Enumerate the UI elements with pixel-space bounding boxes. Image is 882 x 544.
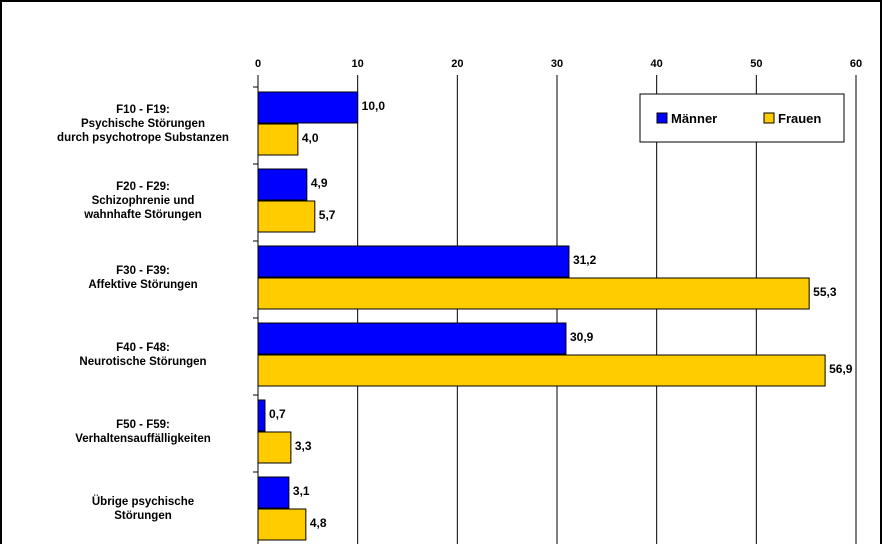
legend-label-frauen: Frauen: [778, 111, 821, 126]
value-label-ubrige-frauen: 4,8: [310, 516, 327, 530]
legend-swatch-maenner: [656, 112, 668, 124]
value-label-f50-maenner: 0,7: [269, 407, 286, 421]
value-label-f40-frauen: 56,9: [829, 362, 853, 376]
bar-f40-maenner: [257, 322, 567, 355]
tick-label-0: 0: [255, 58, 261, 70]
category-label-f50: F50 - F59: Verhaltensauffälligkeiten: [75, 419, 211, 445]
bar-f20-maenner: [257, 168, 308, 201]
value-label-f10-maenner: 10,0: [362, 99, 386, 113]
bar-f30-maenner: [257, 245, 570, 278]
x-axis-ticks: 0 10 20 30 40 50 60: [255, 58, 862, 80]
bar-f40-frauen: [257, 354, 826, 387]
value-labels: 10,0 4,0 4,9 5,7 31,2 55,3 30,9 56,9 0,7 3,3 3,1 4,…: [269, 99, 853, 530]
value-label-f30-frauen: 55,3: [813, 285, 837, 299]
tick-label-20: 20: [451, 58, 463, 70]
bar-ubrige-maenner: [257, 476, 290, 509]
tick-label-10: 10: [352, 58, 364, 70]
value-label-f20-maenner: 4,9: [311, 176, 328, 190]
bar-ubrige-frauen: [257, 508, 307, 541]
category-label-f40: F40 - F48: Neurotische Störungen: [79, 342, 206, 368]
legend-label-maenner: Männer: [671, 111, 717, 126]
value-label-f30-maenner: 31,2: [573, 253, 597, 267]
tick-label-50: 50: [750, 58, 762, 70]
tick-label-60: 60: [850, 58, 862, 70]
category-label-f30: F30 - F39: Affektive Störungen: [88, 265, 197, 291]
bar-f10-maenner: [257, 91, 359, 124]
bar-f50-frauen: [257, 431, 292, 464]
bar-f30-frauen: [257, 277, 810, 310]
bars: [257, 91, 826, 541]
legend: Männer Frauen: [639, 93, 845, 143]
tick-label-30: 30: [551, 58, 563, 70]
category-label-f20: F20 - F29: Schizophrenie und wahnhafte Stö…: [83, 181, 202, 221]
category-labels: F10 - F19: Psychische Störungen durch psyc…: [57, 104, 229, 522]
value-label-f20-frauen: 5,7: [319, 208, 336, 222]
legend-box: [639, 93, 845, 143]
bar-f20-frauen: [257, 200, 316, 233]
gridlines: [253, 80, 857, 544]
legend-swatch-frauen: [763, 112, 775, 124]
bar-f50-maenner: [257, 399, 266, 432]
category-label-f10: F10 - F19: Psychische Störungen durch psyc…: [57, 104, 229, 144]
bar-f10-frauen: [257, 123, 299, 156]
tick-label-40: 40: [651, 58, 663, 70]
category-label-ubrige: Übrige psychische Störungen: [92, 495, 194, 522]
value-label-f50-frauen: 3,3: [295, 439, 312, 453]
value-label-f40-maenner: 30,9: [570, 330, 594, 344]
value-label-f10-frauen: 4,0: [302, 131, 319, 145]
value-label-ubrige-maenner: 3,1: [293, 484, 310, 498]
